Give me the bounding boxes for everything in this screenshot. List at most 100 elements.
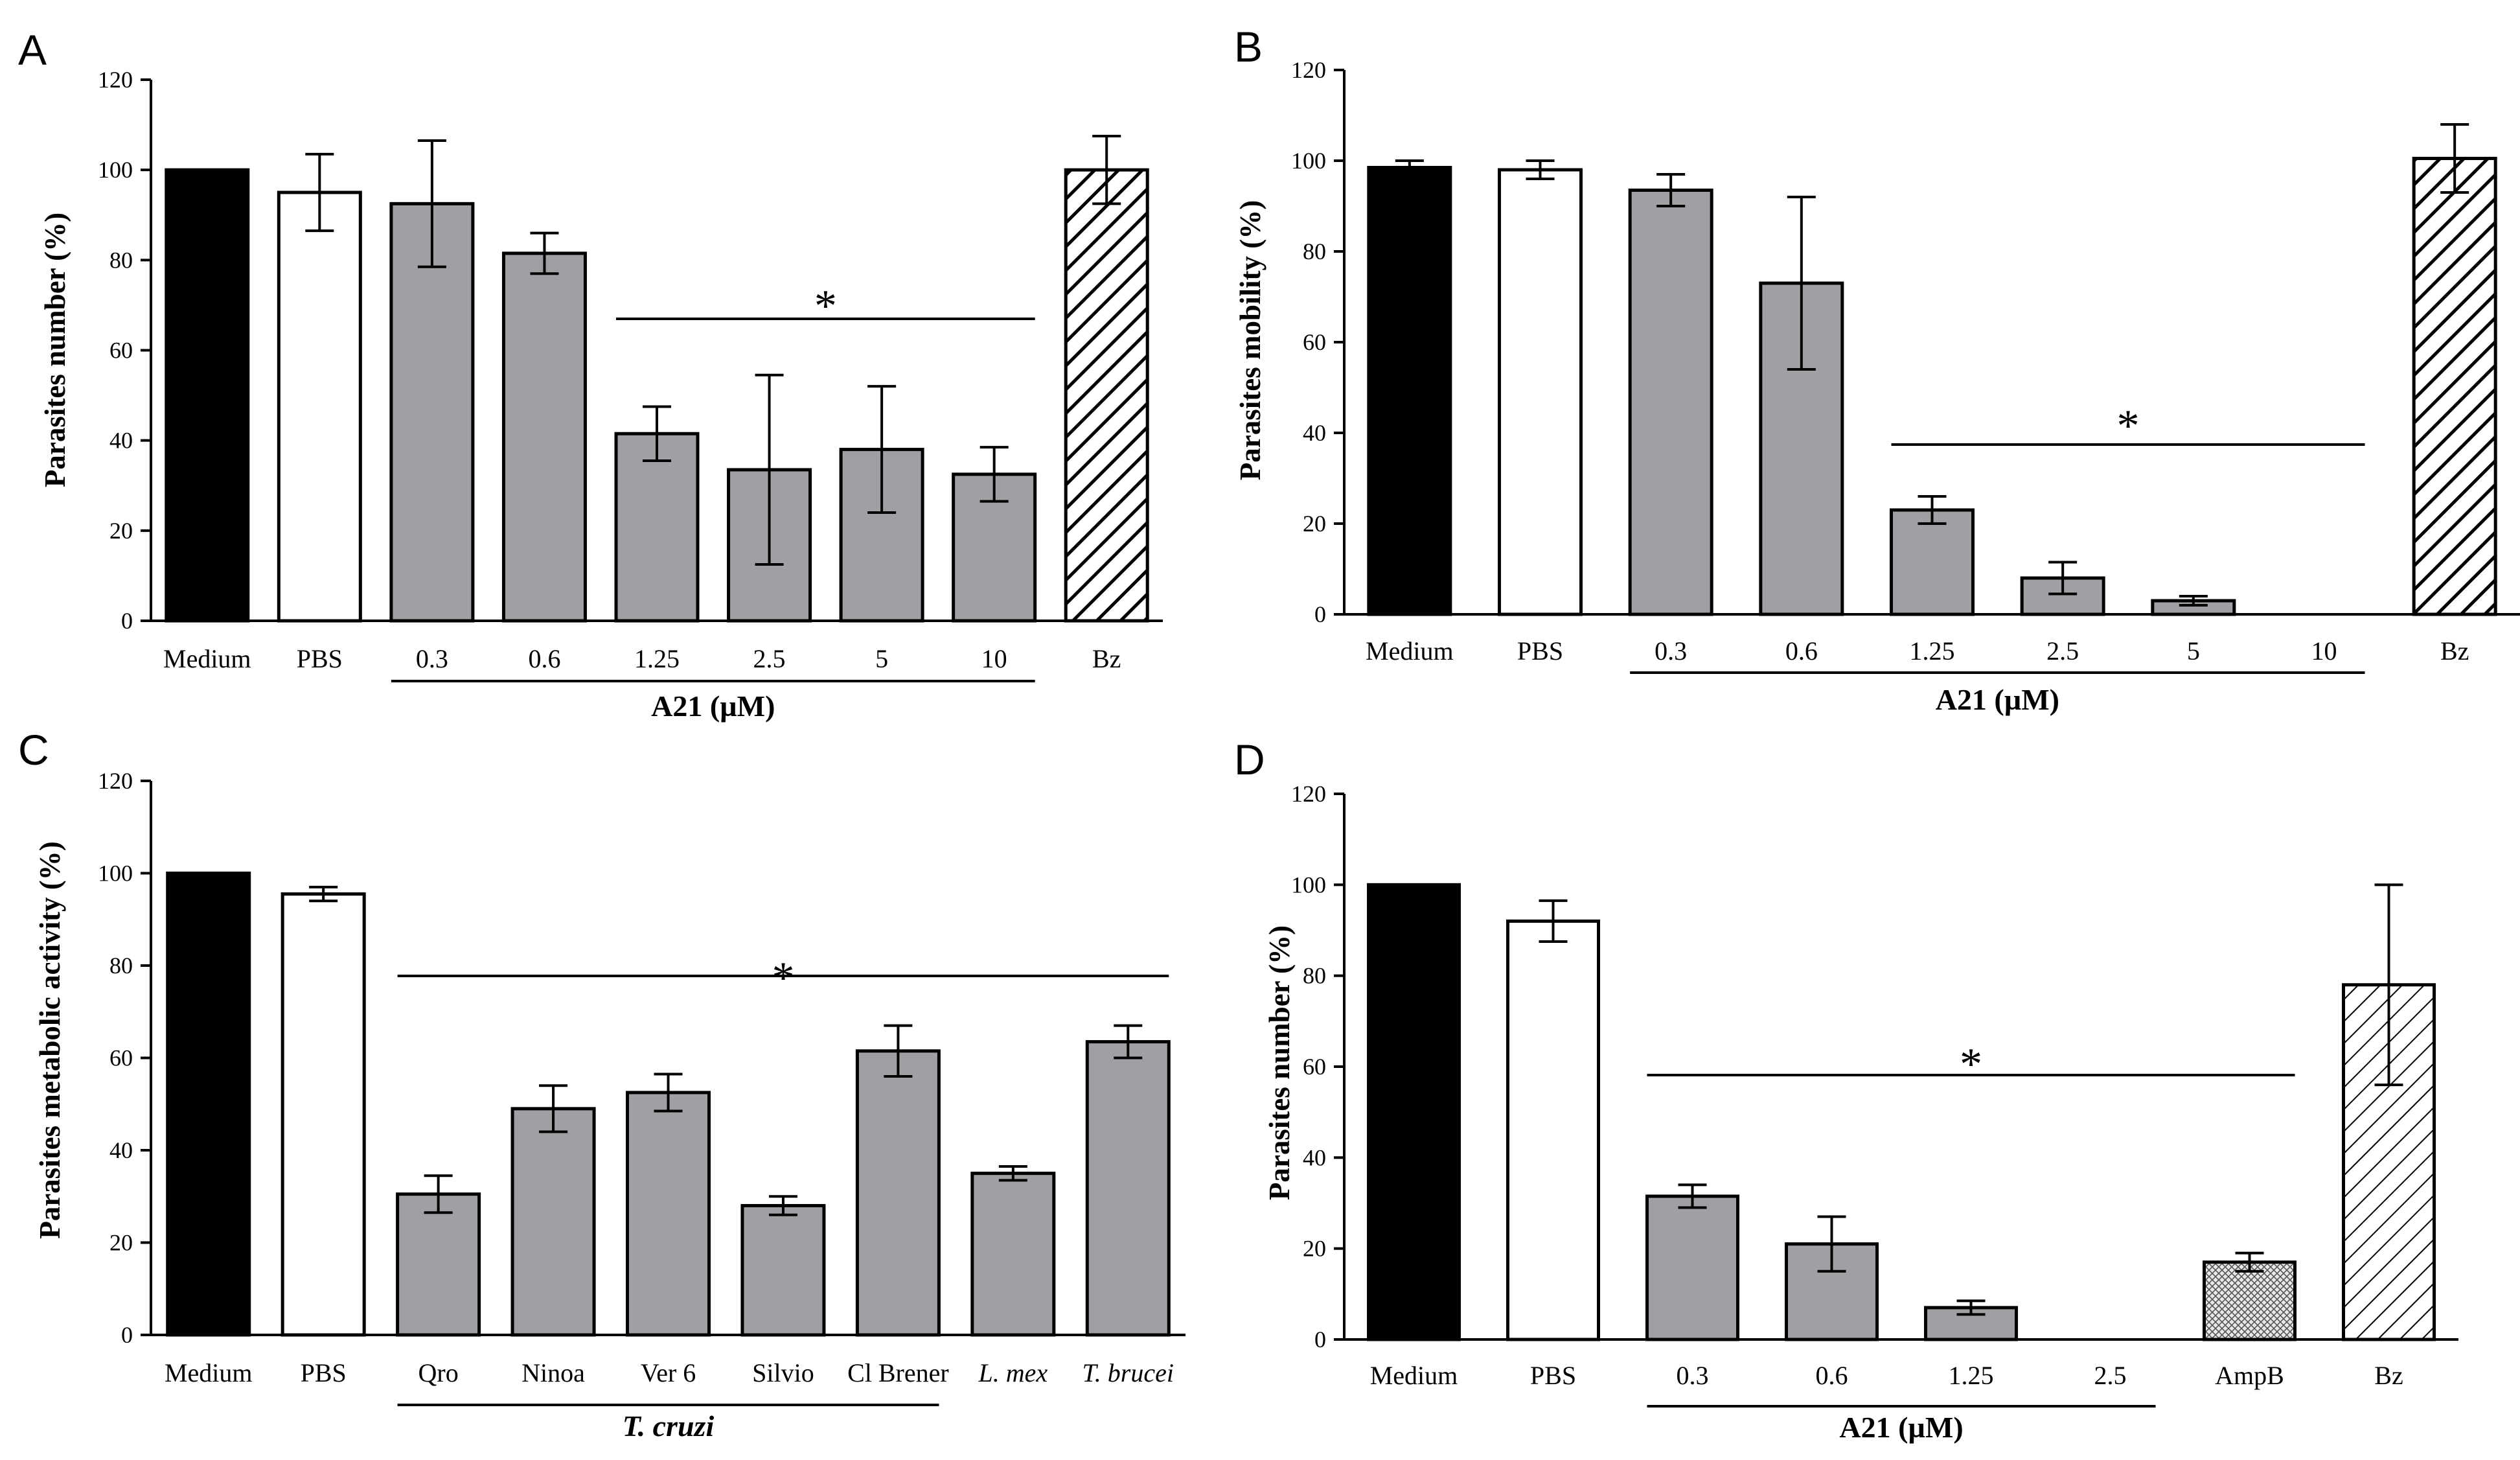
category-label: AmpB	[2215, 1361, 2284, 1390]
panel-b: B 0 20 40 60 80 100 120 Parasites mobility (%) Me…	[1234, 23, 2520, 716]
error-bar	[979, 446, 1009, 503]
y-tick-label: 100	[1291, 148, 1326, 174]
y-tick-label: 40	[1303, 1144, 1326, 1170]
significance-star: *	[772, 953, 794, 1003]
bar-t-brucei	[1085, 1040, 1171, 1337]
error-bar	[1539, 899, 1568, 944]
y-tick-label: 80	[1303, 238, 1326, 264]
y-tick-label: 20	[109, 1230, 133, 1256]
bar-ninoa	[510, 1107, 596, 1337]
y-tick-label: 120	[98, 67, 133, 93]
category-label: 0.6	[528, 644, 560, 673]
y-tick-label: 20	[1303, 1236, 1326, 1262]
bar-ver-6	[626, 1091, 711, 1337]
y-axis-label: Parasites mobility (%)	[1234, 200, 1266, 480]
x-axis-label: A21 (µM)	[1936, 683, 2059, 716]
category-label: 2.5	[753, 644, 786, 673]
panel-letter: D	[1234, 736, 1265, 783]
y-tick-label: 20	[109, 518, 133, 544]
y-tick-label: 60	[1303, 329, 1326, 355]
y-tick-label: 120	[1291, 57, 1326, 83]
bar-1-25	[1890, 508, 1975, 616]
category-label: L. mex	[978, 1358, 1048, 1387]
error-bar	[1678, 1183, 1707, 1209]
bar-bz	[1064, 168, 1149, 623]
bar-pbs	[277, 191, 362, 623]
y-axis-label: Parasites metabolic activity (%)	[34, 841, 66, 1239]
y-tick-label: 40	[1303, 420, 1326, 446]
y-tick-label: 0	[121, 1322, 133, 1348]
y-tick-label: 60	[109, 1045, 133, 1071]
category-label: T. brucei	[1082, 1358, 1174, 1387]
error-bar	[1114, 1024, 1143, 1060]
panel-d: D 0 20 40 60 80 100 120 Parasites number (%) Medi…	[1234, 736, 2458, 1444]
category-label: PBS	[1530, 1361, 1576, 1390]
category-label: 1.25	[1949, 1361, 1994, 1390]
error-bar	[417, 139, 446, 268]
y-tick-label: 120	[98, 768, 133, 794]
category-label: PBS	[297, 644, 343, 673]
error-bar	[424, 1174, 453, 1214]
error-bar	[1918, 495, 1947, 525]
y-tick-label: 100	[1291, 872, 1326, 898]
error-bar	[1092, 134, 1121, 205]
error-bar	[1956, 1299, 1986, 1316]
category-label: Cl Brener	[847, 1358, 949, 1387]
category-label: PBS	[301, 1358, 347, 1387]
y-tick-label: 80	[109, 247, 133, 273]
category-label: Bz	[2374, 1361, 2403, 1390]
category-label: 0.6	[1785, 636, 1818, 666]
bar-0-3	[389, 202, 475, 623]
y-tick-label: 120	[1291, 781, 1326, 807]
category-label: 0.3	[1655, 636, 1687, 666]
error-bar	[2374, 883, 2403, 1087]
error-bar	[643, 405, 671, 462]
category-label: 10	[981, 644, 1007, 673]
category-label: Bz	[1092, 644, 1121, 673]
bar-medium	[1367, 883, 1461, 1341]
panel-letter: A	[18, 26, 47, 74]
bar-medium	[165, 168, 250, 623]
error-bar	[755, 373, 784, 566]
category-label: Ninoa	[521, 1358, 585, 1387]
y-tick-label: 100	[98, 157, 133, 183]
y-tick-label: 60	[109, 338, 133, 364]
y-tick-label: 40	[109, 1137, 133, 1163]
category-label: PBS	[1517, 636, 1563, 666]
category-label: Silvio	[752, 1358, 814, 1387]
y-tick-label: 100	[98, 861, 133, 886]
category-label: Medium	[1366, 636, 1454, 666]
x-axis-label: A21 (µM)	[1839, 1411, 1963, 1444]
bar-qro	[396, 1192, 481, 1337]
category-label: Medium	[163, 644, 251, 673]
error-bar	[867, 385, 897, 514]
category-label: Bz	[2440, 636, 2469, 666]
y-tick-label: 60	[1303, 1054, 1326, 1080]
category-label: 0.6	[1816, 1361, 1848, 1390]
bar-pbs	[1506, 919, 1600, 1341]
y-tick-label: 80	[109, 953, 133, 979]
significance-star: *	[2117, 401, 2140, 451]
error-bar	[539, 1084, 568, 1133]
error-bar	[530, 231, 559, 275]
error-bar	[998, 1165, 1027, 1182]
y-axis-label: Parasites number (%)	[39, 213, 71, 487]
bar-pbs	[1498, 168, 1583, 616]
bar-bz	[2412, 157, 2497, 616]
error-bar	[305, 152, 334, 233]
category-label: 0.3	[1677, 1361, 1709, 1390]
bar-medium	[166, 872, 251, 1337]
category-label: 10	[2311, 636, 2337, 666]
y-tick-label: 40	[109, 428, 133, 454]
error-bar	[1526, 159, 1555, 180]
category-label: 0.3	[416, 644, 448, 673]
bar-l-mex	[970, 1172, 1056, 1337]
panel-a: A 0 20 40 60 80 100 120 Parasites number (%) Medi…	[18, 26, 1163, 723]
bar-0-6	[501, 251, 587, 623]
category-label: 1.25	[634, 644, 680, 673]
y-tick-label: 0	[1314, 1327, 1326, 1352]
significance-star: *	[1960, 1039, 1982, 1089]
category-label: 1.25	[1910, 636, 1955, 666]
bar-0-3	[1645, 1194, 1739, 1341]
category-label: 2.5	[2046, 636, 2079, 666]
